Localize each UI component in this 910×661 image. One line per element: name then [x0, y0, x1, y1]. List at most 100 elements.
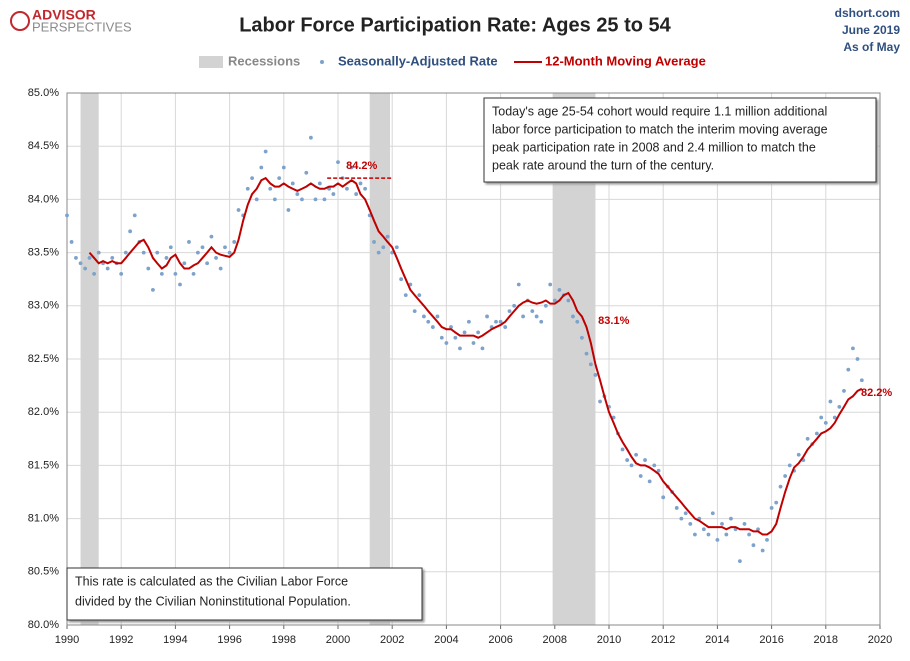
data-point [69, 240, 74, 244]
data-point [200, 245, 205, 250]
data-point [552, 298, 557, 303]
data-point [105, 266, 110, 271]
data-point [336, 160, 340, 165]
data-point [354, 192, 359, 196]
data-point [141, 250, 146, 255]
data-point [376, 250, 381, 255]
data-point [426, 319, 431, 324]
data-point [245, 186, 250, 191]
x-tick-label: 2018 [814, 634, 838, 646]
data-point [661, 495, 666, 500]
x-tick-label: 2012 [651, 634, 675, 646]
data-point [358, 181, 363, 186]
data-point [363, 186, 367, 191]
data-point [449, 325, 453, 329]
data-point [444, 341, 449, 345]
data-point [693, 532, 697, 537]
data-point [83, 266, 88, 271]
legend-label: 12-Month Moving Average [545, 53, 706, 68]
data-point [205, 261, 210, 266]
data-point [503, 325, 508, 329]
data-point [417, 293, 422, 298]
data-point [539, 319, 544, 324]
data-point [349, 165, 354, 170]
data-point [652, 463, 657, 468]
y-tick-label: 80.0% [28, 619, 59, 631]
data-point [74, 256, 78, 260]
data-point [209, 234, 214, 239]
data-point [168, 245, 173, 250]
data-point [295, 192, 300, 196]
data-point [132, 213, 137, 218]
legend-label: Recessions [228, 53, 300, 68]
data-point [842, 389, 846, 393]
data-point [498, 319, 503, 324]
data-point [458, 346, 462, 351]
data-point [643, 458, 647, 462]
data-point [634, 452, 638, 457]
data-point [837, 404, 842, 409]
x-tick-label: 1996 [217, 634, 241, 646]
data-point [737, 559, 742, 564]
y-tick-label: 84.5% [28, 140, 59, 152]
data-point [516, 282, 521, 287]
data-point [317, 181, 322, 186]
data-point [814, 431, 819, 436]
data-point [223, 245, 227, 250]
data-point [128, 229, 133, 234]
x-tick-label: 2020 [868, 634, 892, 646]
legend-label: Seasonally-Adjusted Rate [338, 53, 498, 68]
recession-band [369, 93, 391, 625]
data-point [846, 367, 851, 372]
annotation: 83.1% [598, 315, 629, 327]
data-point [151, 287, 155, 292]
data-point [823, 420, 828, 425]
data-point [620, 447, 625, 452]
y-tick-label: 81.5% [28, 459, 59, 471]
data-point [783, 474, 788, 478]
data-point [742, 522, 747, 526]
y-tick-label: 82.5% [28, 353, 59, 365]
data-point [859, 378, 864, 383]
data-point [123, 250, 128, 255]
data-point [277, 176, 282, 181]
data-point [720, 522, 724, 526]
logo-icon [10, 11, 30, 31]
data-point [778, 484, 783, 489]
data-point [557, 287, 562, 292]
data-point [146, 266, 151, 271]
data-point [232, 240, 237, 244]
y-tick-label: 82.0% [28, 406, 59, 418]
data-point [191, 271, 196, 276]
x-tick-label: 2008 [543, 634, 567, 646]
data-point [747, 532, 752, 537]
x-tick-label: 2004 [434, 634, 458, 646]
x-tick-label: 1994 [163, 634, 187, 646]
data-point [629, 463, 634, 468]
data-point [78, 261, 83, 266]
x-tick-label: 2014 [705, 634, 729, 646]
data-point [381, 245, 386, 250]
data-point [494, 319, 498, 324]
data-point [485, 314, 489, 319]
data-point [164, 256, 169, 260]
source: June 2019 [842, 23, 900, 37]
y-tick-label: 83.0% [28, 300, 59, 312]
data-point [548, 282, 553, 287]
data-point [159, 271, 164, 276]
data-point [832, 415, 837, 420]
data-point [92, 271, 96, 276]
data-point [394, 245, 399, 250]
data-point [855, 357, 860, 361]
data-point [575, 319, 580, 324]
source: dshort.com [835, 6, 900, 20]
y-tick-label: 84.0% [28, 193, 59, 205]
data-point [512, 303, 517, 308]
data-point [439, 335, 444, 340]
x-tick-label: 2016 [759, 634, 783, 646]
data-point [304, 170, 309, 175]
data-point [543, 303, 548, 308]
x-tick-label: 1998 [272, 634, 296, 646]
data-point [263, 149, 268, 154]
